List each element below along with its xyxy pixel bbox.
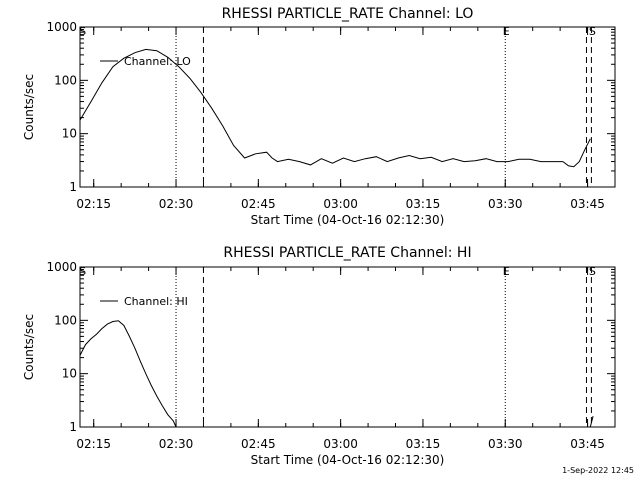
x-tick-label: 03:45 xyxy=(570,197,605,211)
legend-entry: Channel: HI xyxy=(124,295,188,308)
y-tick-label: 10 xyxy=(62,367,77,381)
event-marker-label: S xyxy=(79,265,86,278)
y-tick-label: 10 xyxy=(62,127,77,141)
x-axis-label: Start Time (04-Oct-16 02:12:30) xyxy=(251,453,445,467)
x-tick-label: 02:15 xyxy=(76,437,111,451)
y-axis-label: Counts/sec xyxy=(22,74,36,140)
y-tick-label: 1 xyxy=(69,420,77,434)
legend-entry: Channel: LO xyxy=(124,55,191,68)
x-tick-label: 02:45 xyxy=(241,197,276,211)
chart-panel-1: RHESSI PARTICLE_RATE Channel: LO 1 10 100 10… xyxy=(22,6,616,227)
y-tick-label: 1 xyxy=(69,180,77,194)
plot-frame xyxy=(79,26,616,188)
x-tick-label: 03:00 xyxy=(323,197,358,211)
y-tick-label: 100 xyxy=(54,73,77,87)
x-tick-label: 02:15 xyxy=(76,197,111,211)
x-tick-label: 03:30 xyxy=(488,437,523,451)
y-tick-label: 1000 xyxy=(46,260,77,274)
event-marker-label: S xyxy=(589,265,596,278)
event-marker-label: E xyxy=(503,265,510,278)
x-tick-label: 03:00 xyxy=(323,437,358,451)
x-tick-label: 03:45 xyxy=(570,437,605,451)
event-marker-label: E xyxy=(503,25,510,38)
x-axis-label: Start Time (04-Oct-16 02:12:30) xyxy=(251,213,445,227)
x-tick-label: 02:30 xyxy=(159,437,194,451)
event-marker-label: S xyxy=(589,25,596,38)
series-line-1 xyxy=(80,320,594,427)
y-tick-label: 100 xyxy=(54,313,77,327)
plot-frame xyxy=(79,266,616,428)
series-line-1 xyxy=(80,48,591,168)
x-tick-label: 02:30 xyxy=(159,197,194,211)
y-axis-label: Counts/sec xyxy=(22,314,36,380)
timestamp-stamp: 1-Sep-2022 12:45 xyxy=(562,466,634,475)
y-tick-label: 1000 xyxy=(46,20,77,34)
chart-panel-2: RHESSI PARTICLE_RATE Channel: HI 1 10 100 10… xyxy=(22,245,616,467)
x-tick-label: 03:15 xyxy=(406,197,441,211)
x-tick-label: 03:15 xyxy=(406,437,441,451)
chart-title: RHESSI PARTICLE_RATE Channel: HI xyxy=(223,245,471,261)
chart-title: RHESSI PARTICLE_RATE Channel: LO xyxy=(222,6,474,22)
x-tick-label: 03:30 xyxy=(488,197,523,211)
event-marker-label: S xyxy=(79,25,86,38)
x-tick-label: 02:45 xyxy=(241,437,276,451)
